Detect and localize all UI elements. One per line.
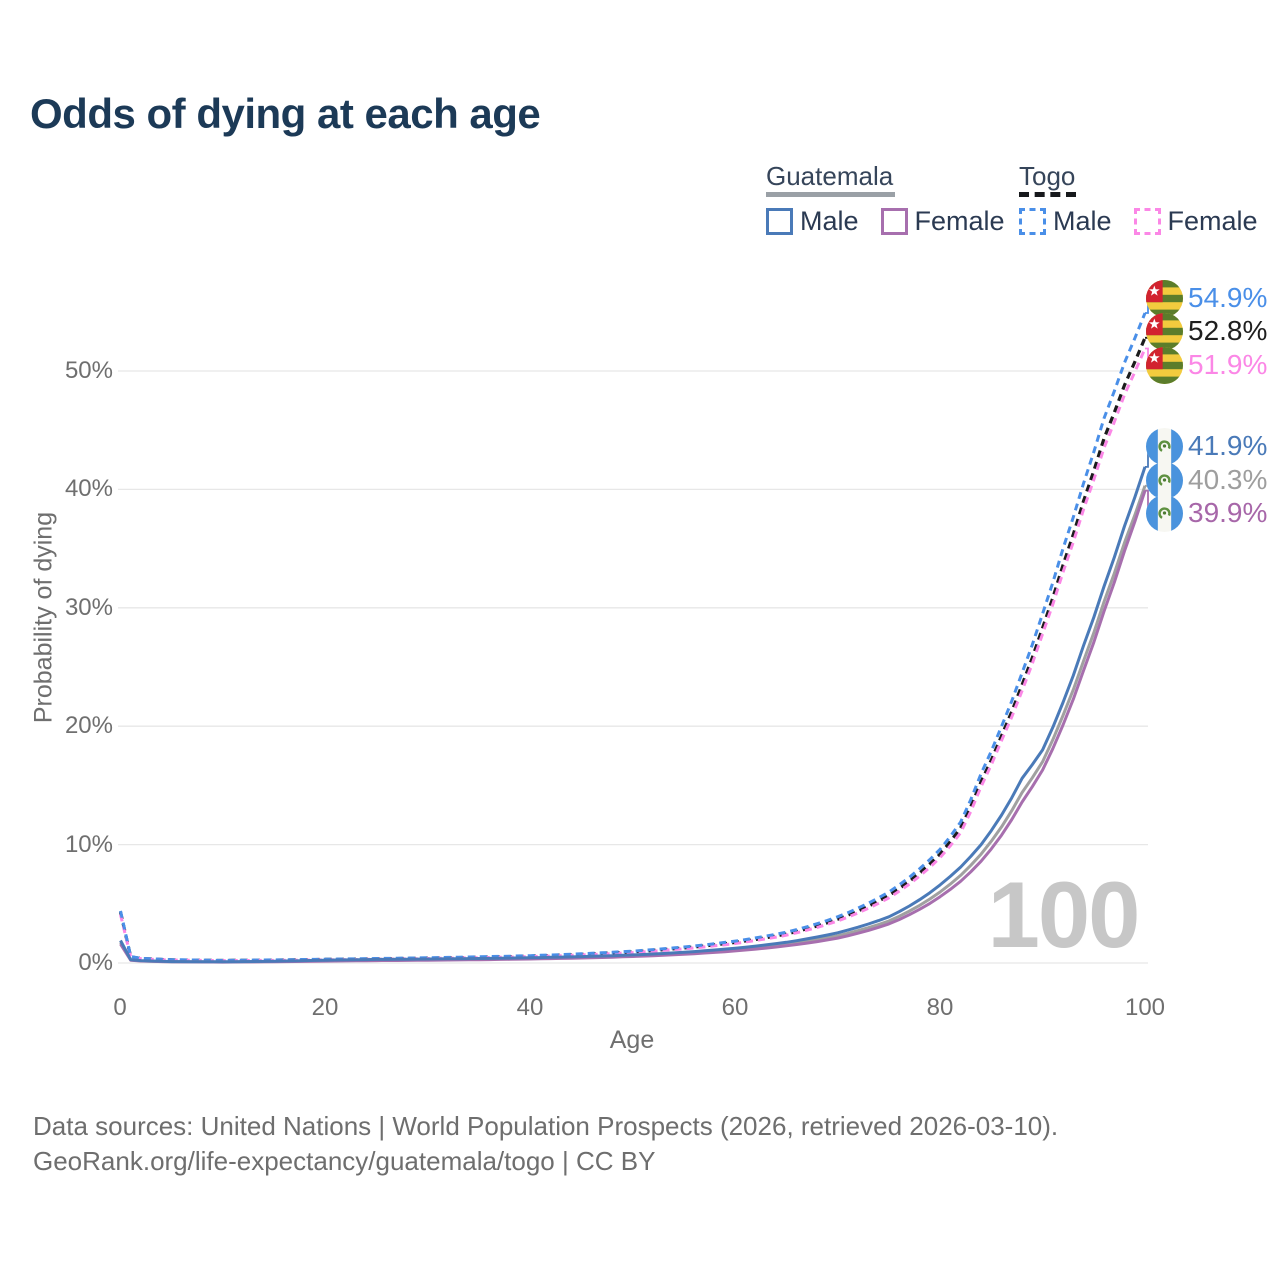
legend-title-guatemala[interactable]: Guatemala [766, 161, 894, 191]
guatemala-flag-icon [1146, 427, 1183, 465]
end-label-togo-total: 52.8% [1146, 312, 1267, 350]
guatemala-female-swatch-icon [880, 208, 908, 235]
end-label-value: 40.3% [1188, 464, 1268, 495]
x-tick-60: 60 [721, 994, 749, 1021]
attribution-text: GeoRank.org/life-expectancy/guatemala/to… [33, 1146, 656, 1176]
legend-item-togo-female[interactable]: Female [1133, 206, 1258, 237]
togo-male-swatch-icon [1019, 208, 1046, 235]
legend-item-guatemala-female[interactable]: Female [880, 206, 1005, 237]
end-label-value: 41.9% [1188, 430, 1268, 461]
guatemala-flag-icon [1146, 461, 1183, 499]
x-tick-0: 0 [113, 994, 127, 1021]
y-tick-40: 40% [64, 475, 113, 502]
togo-flag-icon [1146, 312, 1183, 350]
x-tick-40: 40 [516, 994, 544, 1021]
end-label-value: 54.9% [1188, 282, 1268, 313]
y-tick-20: 20% [64, 712, 113, 739]
legend-underline-guatemala [766, 192, 895, 197]
x-axis-title: Age [609, 1026, 655, 1054]
line-guatemala-male[interactable] [119, 466, 1147, 964]
legend-group-togo: Togo Male Female [1019, 162, 1258, 237]
guatemala-flag-icon [1146, 494, 1183, 532]
y-axis-title: Probability of dying [29, 511, 58, 724]
page-title: Odds of dying at each age [30, 90, 541, 137]
legend-item-label: Female [1167, 206, 1258, 236]
x-tick-100: 100 [1124, 994, 1166, 1021]
end-label-value: 52.8% [1188, 315, 1268, 346]
end-label-value: 51.9% [1188, 349, 1268, 380]
x-tick-80: 80 [926, 994, 954, 1021]
guatemala-male-swatch-icon [766, 208, 793, 235]
legend-item-label: Male [1053, 206, 1112, 236]
age-counter-watermark: 100 [987, 862, 1141, 967]
end-label-guatemala-total: 40.3% [1146, 461, 1267, 499]
end-label-guatemala-female: 39.9% [1146, 494, 1267, 532]
togo-flag-icon [1146, 279, 1183, 317]
legend-underline-togo [1019, 192, 1076, 197]
togo-flag-icon [1146, 346, 1183, 384]
y-tick-30: 30% [64, 594, 113, 621]
end-label-guatemala-male: 41.9% [1146, 427, 1267, 465]
x-tick-20: 20 [311, 994, 339, 1021]
y-tick-10: 10% [64, 831, 113, 858]
legend-group-guatemala: Guatemala Male Female [766, 162, 1005, 237]
legend-item-guatemala-male[interactable]: Male [766, 206, 859, 237]
end-label-togo-female: 51.9% [1146, 346, 1267, 384]
legend-item-label: Male [800, 206, 859, 236]
end-label-value: 39.9% [1188, 497, 1268, 528]
togo-female-swatch-icon [1133, 208, 1161, 235]
legend-item-togo-male[interactable]: Male [1019, 206, 1112, 237]
y-tick-50: 50% [64, 357, 113, 384]
data-sources-text: Data sources: United Nations | World Pop… [33, 1111, 1059, 1141]
legend-item-label: Female [914, 206, 1005, 236]
y-tick-0: 0% [78, 949, 113, 976]
legend-title-togo[interactable]: Togo [1019, 161, 1076, 191]
